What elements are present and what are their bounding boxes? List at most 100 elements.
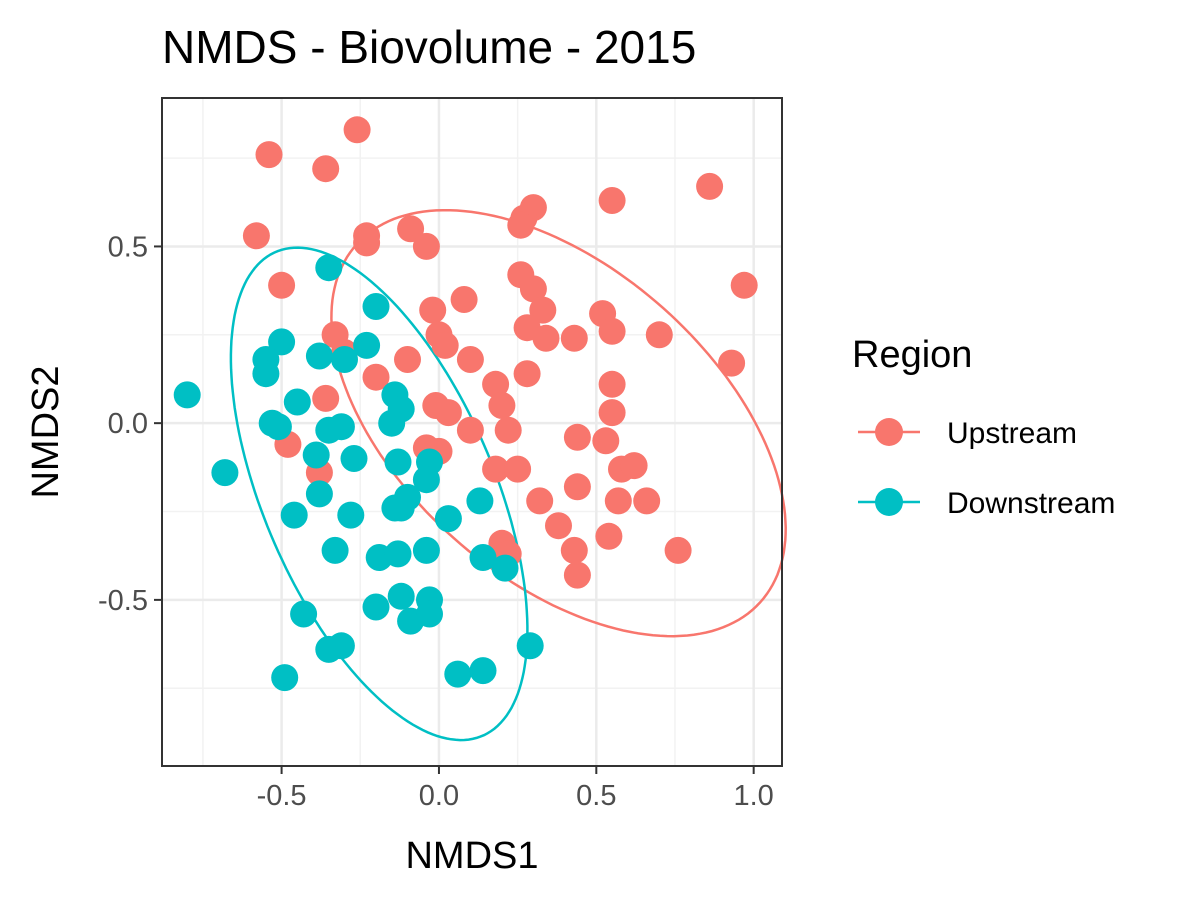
point-downstream xyxy=(378,409,406,437)
point-downstream xyxy=(264,413,292,441)
legend-label: Upstream xyxy=(947,417,1077,450)
plot-panel xyxy=(161,97,787,767)
point-downstream xyxy=(466,487,494,515)
ellipse-upstream xyxy=(330,208,787,638)
x-tick-label: 0.0 xyxy=(419,780,459,812)
point-upstream xyxy=(312,155,340,183)
point-downstream xyxy=(362,293,390,320)
point-upstream xyxy=(362,363,390,391)
point-upstream xyxy=(560,536,588,564)
point-upstream xyxy=(560,324,588,352)
point-downstream xyxy=(412,466,440,494)
point-upstream xyxy=(255,141,283,169)
point-upstream xyxy=(482,370,510,398)
point-downstream xyxy=(302,441,330,469)
point-upstream xyxy=(563,423,591,451)
point-upstream xyxy=(431,331,459,359)
x-axis-title: NMDS1 xyxy=(405,835,538,877)
point-upstream xyxy=(434,399,462,427)
point-downstream xyxy=(362,593,390,621)
point-upstream xyxy=(456,416,484,444)
point-upstream xyxy=(519,275,547,303)
point-upstream xyxy=(730,271,758,299)
plot-border xyxy=(161,97,783,767)
point-upstream xyxy=(592,427,620,455)
point-upstream xyxy=(532,324,560,352)
point-upstream xyxy=(268,271,296,299)
point-downstream xyxy=(491,554,519,582)
point-downstream xyxy=(416,600,443,628)
point-upstream xyxy=(595,522,623,550)
point-upstream xyxy=(645,321,673,349)
point-downstream xyxy=(384,540,412,568)
point-upstream xyxy=(456,346,484,373)
point-downstream xyxy=(268,328,296,356)
point-upstream xyxy=(598,370,626,398)
point-downstream xyxy=(252,360,280,388)
point-upstream xyxy=(545,512,572,540)
point-upstream xyxy=(482,455,510,483)
point-upstream xyxy=(397,215,425,243)
point-upstream xyxy=(419,296,447,324)
point-downstream xyxy=(280,501,308,529)
point-upstream xyxy=(598,317,626,345)
point-upstream xyxy=(664,536,692,564)
point-downstream xyxy=(337,501,365,529)
point-downstream xyxy=(290,600,318,628)
point-downstream xyxy=(340,445,368,472)
point-upstream xyxy=(353,229,381,257)
point-downstream xyxy=(469,544,497,571)
point-downstream xyxy=(434,505,462,533)
series-downstream xyxy=(173,254,544,692)
point-downstream xyxy=(387,494,415,522)
point-downstream xyxy=(305,342,333,370)
point-upstream xyxy=(242,222,270,250)
legend-item-upstream: Upstream xyxy=(858,417,1077,450)
point-downstream xyxy=(412,536,440,564)
y-axis-ticks: -0.5 0.0 0.5 xyxy=(98,231,162,617)
legend-title: Region xyxy=(852,334,972,376)
point-upstream xyxy=(488,392,516,419)
point-upstream xyxy=(494,416,522,444)
point-downstream xyxy=(387,582,415,610)
point-downstream xyxy=(327,413,355,441)
y-tick-label: -0.5 xyxy=(98,585,148,617)
point-upstream xyxy=(598,187,626,214)
legend-key-point xyxy=(875,488,903,516)
point-upstream xyxy=(563,473,591,501)
chart-title: NMDS - Biovolume - 2015 xyxy=(162,21,696,73)
y-tick-label: 0.5 xyxy=(108,231,148,263)
x-tick-label: 0.5 xyxy=(576,780,616,812)
point-downstream xyxy=(315,254,343,282)
point-downstream xyxy=(321,536,349,564)
point-upstream xyxy=(718,349,746,377)
legend-item-downstream: Downstream xyxy=(858,487,1115,520)
legend: Region Upstream Downstream xyxy=(852,334,1115,520)
x-tick-label: -0.5 xyxy=(257,780,307,812)
point-downstream xyxy=(516,632,544,660)
point-upstream xyxy=(394,346,421,373)
point-downstream xyxy=(444,660,472,688)
point-upstream xyxy=(529,296,557,324)
point-downstream xyxy=(331,346,358,373)
point-downstream xyxy=(173,381,201,409)
point-downstream xyxy=(353,331,381,359)
y-tick-label: 0.0 xyxy=(108,408,148,440)
x-axis-ticks: -0.5 0.0 0.5 1.0 xyxy=(257,766,774,812)
point-upstream xyxy=(343,116,371,144)
point-upstream xyxy=(513,360,541,388)
point-upstream xyxy=(598,399,626,427)
point-upstream xyxy=(633,487,661,515)
y-axis-title: NMDS2 xyxy=(25,365,67,498)
point-downstream xyxy=(305,480,333,508)
point-upstream xyxy=(563,561,591,589)
legend-key-point xyxy=(875,418,903,446)
point-upstream xyxy=(526,487,554,515)
data-points xyxy=(173,116,758,692)
point-upstream xyxy=(312,384,340,412)
legend-items: Upstream Downstream xyxy=(858,417,1115,520)
point-downstream xyxy=(271,664,299,692)
point-upstream xyxy=(450,286,478,313)
point-upstream xyxy=(507,211,535,239)
